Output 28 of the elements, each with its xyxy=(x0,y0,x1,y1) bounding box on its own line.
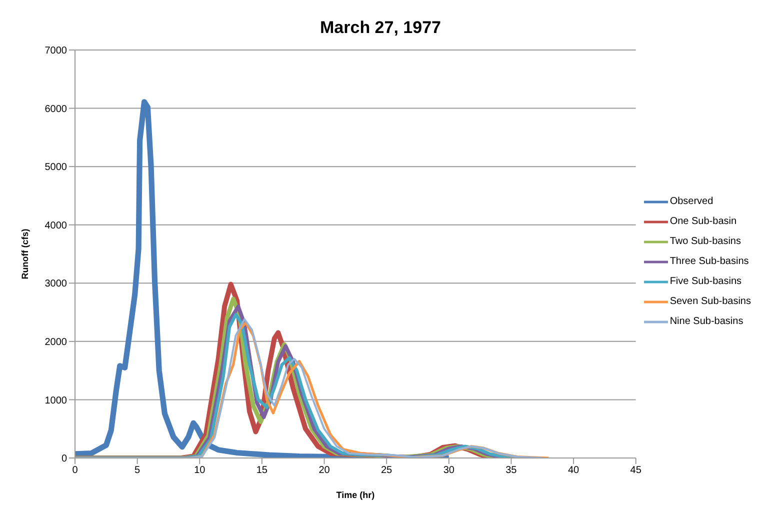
x-tick-label: 25 xyxy=(381,465,393,476)
y-tick-label: 1000 xyxy=(44,395,68,406)
y-tick-label: 5000 xyxy=(44,162,68,174)
x-tick-label: 30 xyxy=(443,465,455,476)
legend-label: Three Sub-basins xyxy=(670,256,749,267)
y-tick-label: 2000 xyxy=(44,336,68,348)
x-axis-title: Time (hr) xyxy=(336,490,375,500)
y-tick-label: 4000 xyxy=(44,220,68,232)
x-tick-label: 45 xyxy=(630,465,642,476)
y-tick-label: 6000 xyxy=(44,104,68,115)
x-tick-label: 20 xyxy=(318,465,330,476)
legend-label: Observed xyxy=(670,196,714,207)
x-tick-label: 35 xyxy=(506,465,518,476)
y-tick-label: 3000 xyxy=(44,278,68,290)
legend-label: Two Sub-basins xyxy=(670,236,741,247)
legend-label: One Sub-basin xyxy=(670,216,737,227)
y-tick-label: 7000 xyxy=(44,46,68,57)
legend-label: Five Sub-basins xyxy=(670,276,742,287)
x-tick-label: 0 xyxy=(72,465,78,476)
x-tick-label: 40 xyxy=(568,465,580,476)
y-axis-title: Runoff (cfs) xyxy=(20,228,30,280)
x-tick-label: 10 xyxy=(194,465,206,476)
chart-title: March 27, 1977 xyxy=(319,18,442,38)
legend-label: Seven Sub-basins xyxy=(670,296,751,307)
y-tick-label: 0 xyxy=(61,454,68,465)
legend-label: Nine Sub-basins xyxy=(670,316,744,327)
x-tick-label: 5 xyxy=(134,465,141,476)
x-tick-label: 15 xyxy=(256,465,268,476)
